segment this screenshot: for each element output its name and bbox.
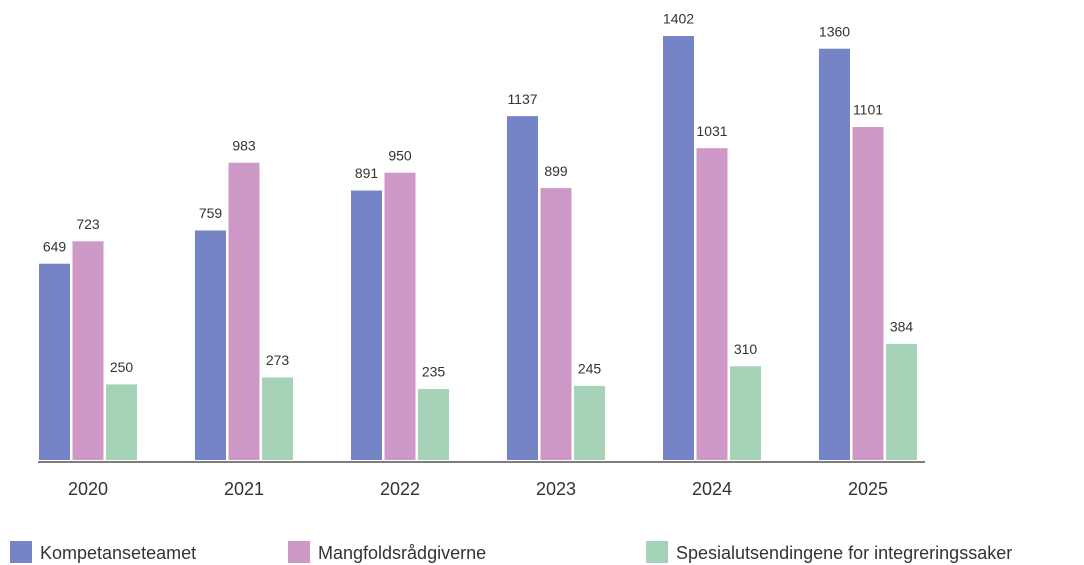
value-label: 1031 [696, 123, 727, 139]
bar [418, 388, 449, 460]
value-label: 983 [232, 137, 256, 153]
bar [507, 116, 538, 461]
x-tick-label: 2020 [68, 479, 108, 499]
bar [696, 148, 728, 460]
bar [574, 385, 605, 460]
value-label: 235 [422, 364, 446, 380]
bar [384, 172, 416, 460]
value-label: 899 [544, 163, 568, 179]
value-label: 384 [890, 319, 914, 335]
bar [852, 127, 884, 460]
bar [262, 377, 293, 460]
value-label: 759 [199, 205, 223, 221]
legend-swatch [646, 541, 668, 563]
value-label: 1101 [853, 102, 883, 118]
value-label: 1360 [819, 23, 850, 39]
value-label: 273 [266, 352, 290, 368]
bar [351, 190, 382, 460]
x-tick-label: 2022 [380, 479, 420, 499]
bar [72, 241, 104, 460]
legend-swatch [288, 541, 310, 563]
value-label: 1137 [507, 91, 537, 107]
bar [106, 384, 137, 460]
value-label: 1402 [663, 11, 694, 27]
bar [819, 48, 850, 461]
bar [540, 188, 572, 461]
legend-label: Kompetanseteamet [40, 543, 196, 563]
value-label: 310 [734, 341, 758, 357]
bar [195, 230, 226, 460]
bar [39, 263, 70, 460]
value-label: 245 [578, 361, 602, 377]
bar [886, 343, 917, 460]
x-tick-label: 2021 [224, 479, 264, 499]
bar [730, 366, 761, 460]
x-tick-label: 2023 [536, 479, 576, 499]
bar [663, 36, 694, 460]
value-label: 649 [43, 238, 67, 254]
x-tick-label: 2024 [692, 479, 732, 499]
x-tick-label: 2025 [848, 479, 888, 499]
legend-swatch [10, 541, 32, 563]
value-label: 891 [355, 165, 379, 181]
value-label: 723 [76, 216, 100, 232]
bar [228, 162, 260, 460]
value-label: 950 [388, 147, 412, 163]
value-label: 250 [110, 359, 134, 375]
legend-label: Spesialutsendingene for integreringssake… [676, 543, 1012, 563]
legend-label: Mangfoldsrådgiverne [318, 543, 486, 563]
